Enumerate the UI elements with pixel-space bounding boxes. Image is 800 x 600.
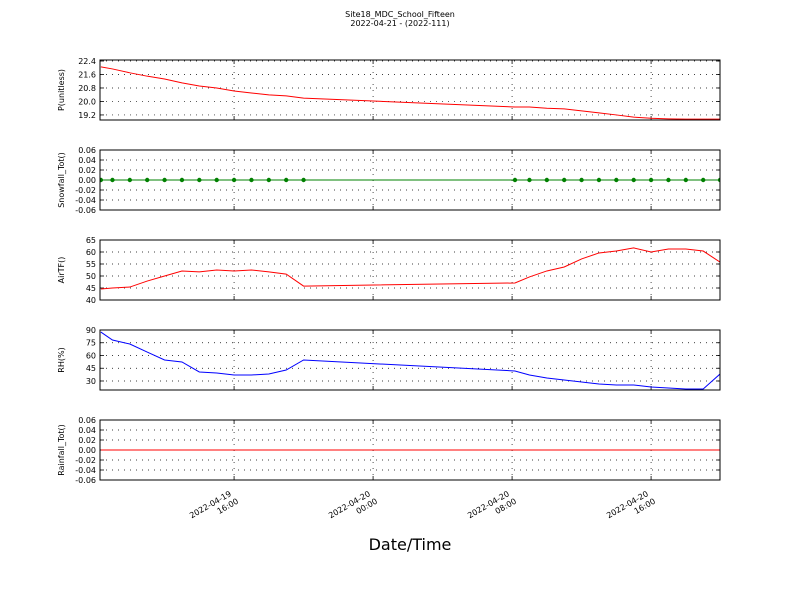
- axes-frame: [99, 239, 721, 301]
- y-tick-label: 75: [86, 339, 96, 348]
- x-tick-label: 2022-04-20 00:00: [327, 488, 379, 529]
- y-tick-label: 21.6: [78, 70, 96, 79]
- axes-frame: [99, 329, 721, 391]
- y-tick-label: 0.00: [78, 446, 96, 455]
- y-tick-label: 0.02: [78, 436, 96, 445]
- data-point: [562, 177, 567, 183]
- data-point: [683, 177, 689, 183]
- data-point: [284, 177, 289, 183]
- y-tick-label: 50: [86, 272, 96, 281]
- data-point: [145, 177, 150, 183]
- y-tick-label: -0.06: [75, 476, 96, 485]
- y-tick-label: 60: [86, 248, 96, 257]
- axes-frame: [99, 419, 721, 481]
- plot-area: [100, 247, 720, 290]
- y-tick-label: 20.0: [78, 97, 96, 106]
- y-tick-label: 30: [86, 377, 96, 386]
- y-tick-label: 60: [86, 351, 96, 360]
- data-point: [648, 177, 654, 183]
- title: Site18_MDC_School_Fifteen: [345, 10, 455, 19]
- data-point: [231, 177, 237, 183]
- data-point: [579, 177, 584, 183]
- y-tick-label: 20.8: [78, 84, 96, 93]
- x-axis-label: Date/Time: [369, 535, 452, 554]
- data-point: [301, 177, 306, 183]
- plot-area: [100, 66, 720, 120]
- y-tick-label: 0.00: [78, 176, 96, 185]
- y-axis-label: P(unitless): [57, 69, 66, 111]
- y-tick-label: 90: [86, 326, 96, 335]
- axes-frame: [99, 149, 721, 211]
- y-tick-label: 45: [86, 284, 96, 293]
- data-point: [110, 177, 115, 183]
- y-tick-label: 40: [86, 296, 96, 305]
- y-tick-label: 0.04: [78, 426, 96, 435]
- y-tick-label: 19.2: [78, 111, 96, 120]
- y-tick-label: 0.02: [78, 166, 96, 175]
- y-tick-label: -0.02: [75, 456, 96, 465]
- y-axis-label: AirTF(): [57, 257, 66, 284]
- data-point: [614, 177, 619, 183]
- y-tick-label: 65: [86, 236, 96, 245]
- data-point: [631, 177, 636, 183]
- data-point: [266, 177, 272, 183]
- data-point: [214, 177, 219, 183]
- y-tick-label: 0.06: [78, 146, 96, 155]
- plot-area: [100, 331, 720, 390]
- y-tick-label: 0.06: [78, 416, 96, 425]
- data-point: [512, 177, 518, 183]
- data-point: [127, 177, 133, 183]
- data-point: [100, 177, 104, 183]
- y-tick-label: -0.06: [75, 206, 96, 215]
- subtitle: 2022-04-21 - (2022-111): [350, 19, 449, 28]
- data-point: [717, 177, 720, 183]
- data-line: [100, 66, 720, 120]
- x-tick-label: 2022-04-20 16:00: [605, 488, 657, 529]
- data-point: [162, 177, 167, 183]
- y-tick-label: 0.04: [78, 156, 96, 165]
- y-axis-label: Rainfall_Tot(): [57, 424, 66, 476]
- y-tick-label: 55: [86, 260, 96, 269]
- data-point: [249, 177, 254, 183]
- y-tick-label: 45: [86, 364, 96, 373]
- y-tick-label: -0.04: [75, 196, 96, 205]
- data-line: [100, 331, 720, 390]
- data-point: [701, 177, 706, 183]
- y-tick-label: 22.4: [78, 57, 96, 66]
- data-point: [197, 177, 202, 183]
- data-point: [179, 177, 185, 183]
- y-tick-label: -0.04: [75, 466, 96, 475]
- data-point: [527, 177, 532, 183]
- data-point: [666, 177, 671, 183]
- y-tick-label: -0.02: [75, 186, 96, 195]
- x-tick-label: 2022-04-19 16:00: [188, 488, 240, 529]
- plot-area: [100, 177, 720, 183]
- axes-frame: [99, 59, 721, 121]
- x-tick-label: 2022-04-20 08:00: [466, 488, 518, 529]
- y-axis-label: Snowfall_Tot(): [57, 152, 66, 208]
- data-point: [544, 177, 550, 183]
- data-point: [596, 177, 602, 183]
- y-axis-label: RH(%): [57, 347, 66, 372]
- data-line: [100, 247, 720, 290]
